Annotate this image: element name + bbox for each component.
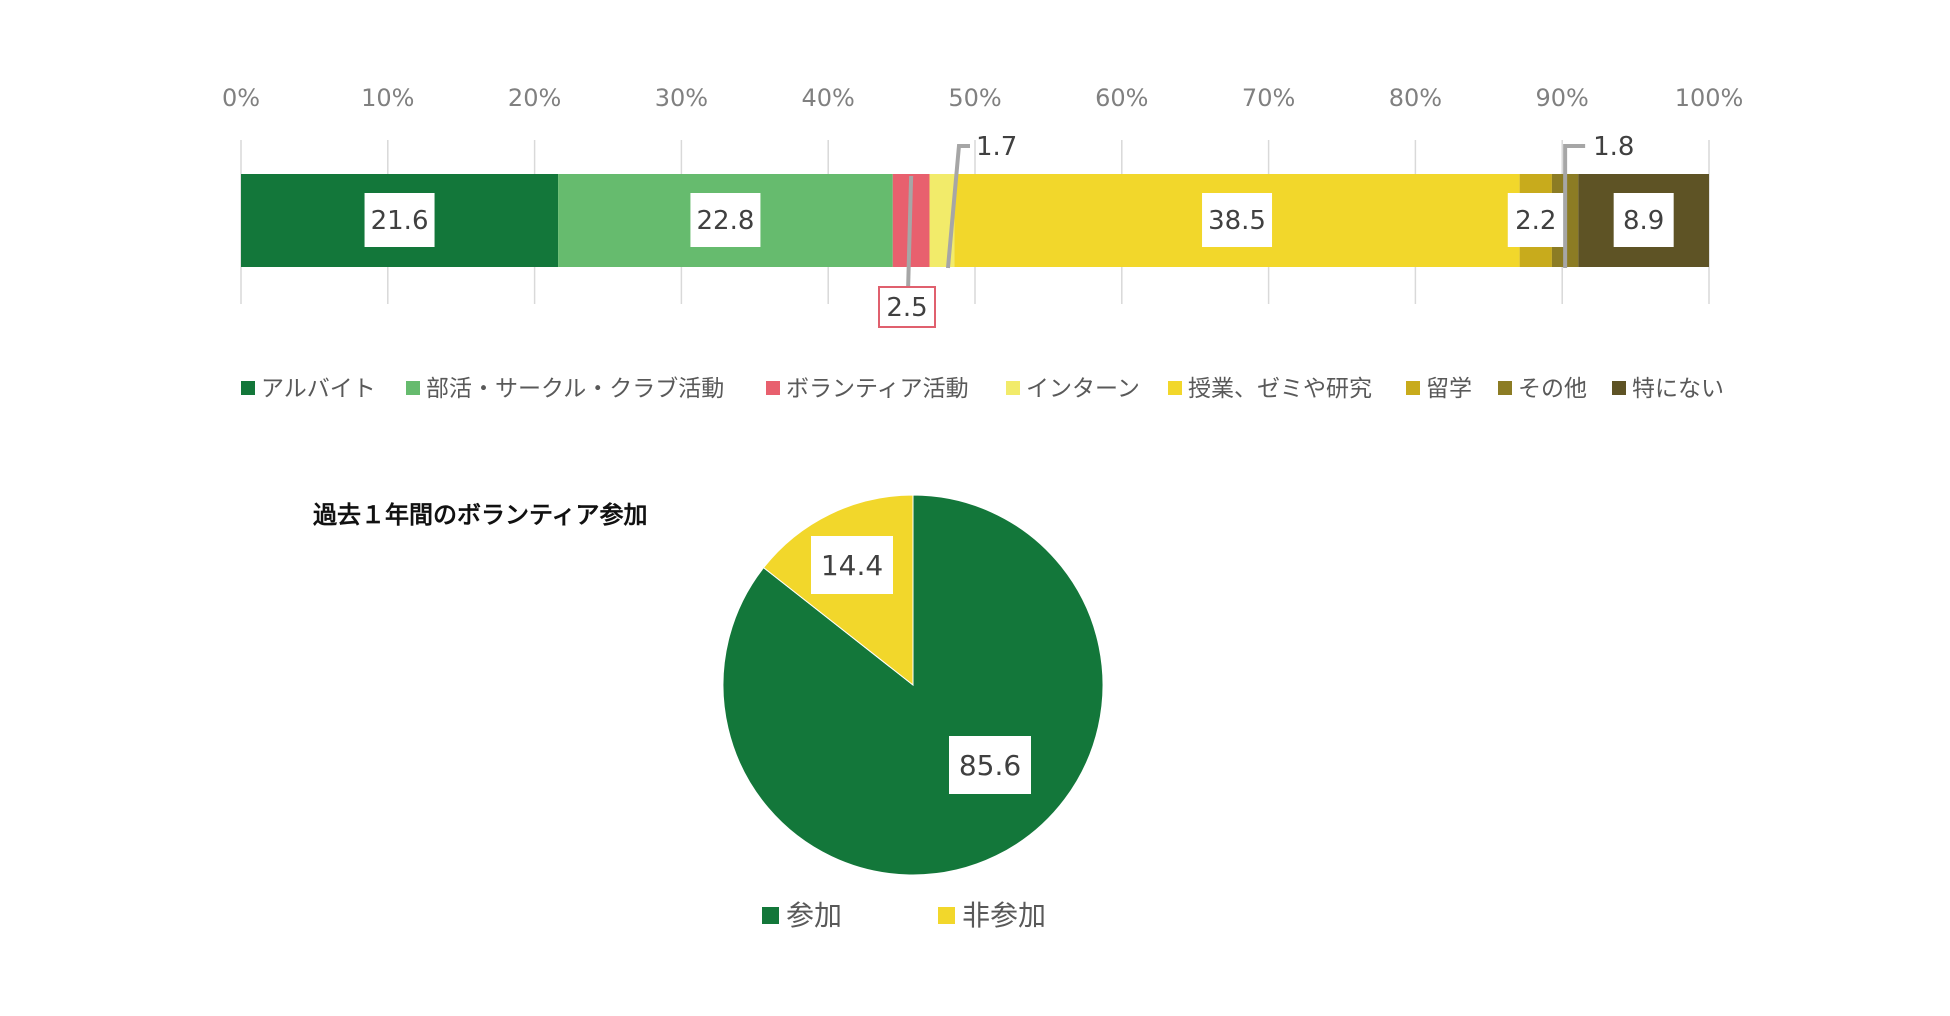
x-tick-label: 90% [1536,84,1589,112]
legend-label: その他 [1518,376,1587,402]
legend-swatch [938,907,955,924]
pie-data-labels: 85.6 14.4 [811,536,1031,794]
data-label: 14.4 [821,549,883,582]
legend-swatch [762,907,779,924]
data-label-box [1613,193,1674,247]
legend-swatch [1612,381,1626,395]
legend-label: 部活・サークル・クラブ活動 [426,376,724,402]
pie-slices [722,494,1104,876]
x-tick-label: 0% [222,84,260,112]
legend-swatch [1406,381,1420,395]
legend-label: インターン [1026,376,1140,402]
data-label: 38.5 [1208,206,1266,236]
bar-segments [241,174,1709,267]
data-label-box [949,736,1031,794]
data-label: 22.8 [696,206,754,236]
data-label: 1.7 [976,132,1017,162]
leader-line [906,175,914,288]
bar-x-axis-ticks: 0% 10% 20% 30% 40% 50% 60% 70% 80% 90% 100% [222,84,1743,112]
legend-swatch [1498,381,1512,395]
pie-title: 過去１年間のボランティア参加 [313,501,648,529]
stacked-bar-chart: 0% 10% 20% 30% 40% 50% 60% 70% 80% 90% 100% 21.6 22… [222,84,1743,402]
data-label: 8.9 [1623,206,1664,236]
data-label-box [364,193,435,247]
x-tick-label: 10% [361,84,414,112]
legend-swatch [766,381,780,395]
data-label-box [878,286,936,328]
x-tick-label: 60% [1095,84,1148,112]
x-tick-label: 50% [948,84,1001,112]
legend-label: ボランティア活動 [786,376,969,402]
data-label-box [690,193,761,247]
x-tick-label: 40% [802,84,855,112]
data-label-box [811,536,893,594]
legend-label: 授業、ゼミや研究 [1188,376,1372,402]
legend-swatch [1168,381,1182,395]
pie-chart: 過去１年間のボランティア参加 85.6 14.4 参加 非参加 [313,494,1104,932]
legend-label: 参加 [786,899,842,932]
bar-legend: アルバイト 部活・サークル・クラブ活動 ボランティア活動 インターン 授業、ゼミや研究 留… [241,376,1724,402]
data-label: 2.2 [1515,206,1556,236]
data-label: 21.6 [371,206,429,236]
legend-label: 非参加 [962,899,1046,932]
legend-swatch [241,381,255,395]
data-label: 2.5 [886,293,927,323]
legend-label: 留学 [1426,376,1472,402]
x-tick-label: 80% [1389,84,1442,112]
leader-line [1563,144,1586,268]
data-label: 85.6 [959,749,1021,782]
x-tick-label: 100% [1675,84,1744,112]
data-label-box [1507,193,1564,247]
legend-swatch [1006,381,1020,395]
data-label-box [1202,193,1273,247]
legend-label: 特にない [1632,376,1724,402]
legend-swatch [406,381,420,395]
pie-legend: 参加 非参加 [762,899,1046,932]
x-tick-label: 20% [508,84,561,112]
bar-data-labels: 21.6 22.8 38.5 2.2 8.9 2.5 1.7 1.8 [364,132,1674,328]
x-tick-label: 30% [655,84,708,112]
legend-label: アルバイト [261,376,376,402]
data-label: 1.8 [1593,132,1634,162]
x-tick-label: 70% [1242,84,1295,112]
